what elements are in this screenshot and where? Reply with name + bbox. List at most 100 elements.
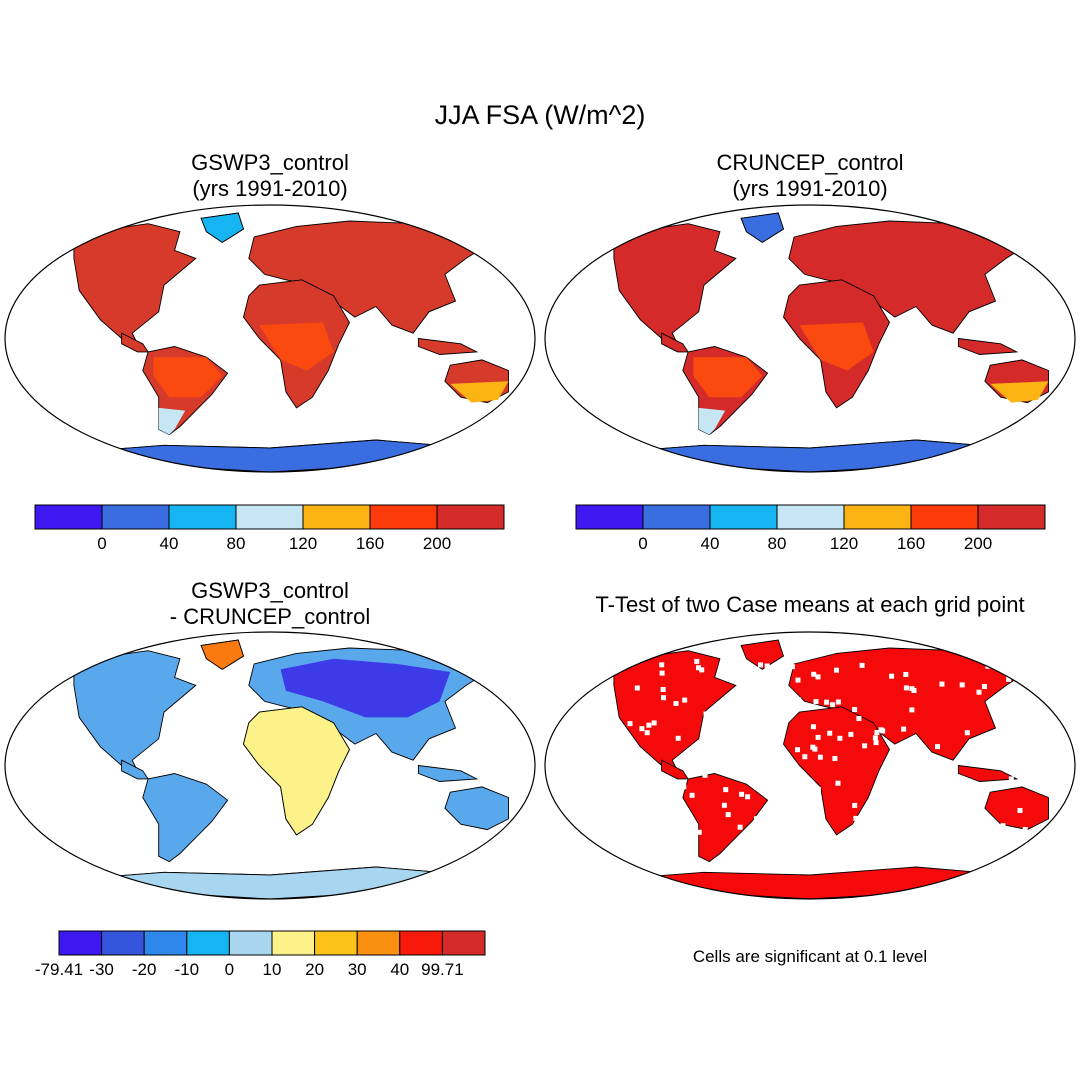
colorbar-swatch xyxy=(235,504,304,530)
region-greenland xyxy=(200,639,245,670)
nonsignificant-cell xyxy=(853,815,859,821)
nonsignificant-cell xyxy=(852,707,858,713)
landmass-indonesia xyxy=(417,337,479,355)
nonsignificant-cell xyxy=(827,730,833,736)
nonsignificant-cell xyxy=(824,699,830,705)
nonsignificant-cell xyxy=(646,722,652,728)
nonsignificant-cell xyxy=(815,734,821,740)
nonsignificant-cell xyxy=(736,699,742,705)
colorbar-swatch xyxy=(399,930,443,956)
colorbar-tick-label: 0 xyxy=(638,534,648,553)
nonsignificant-cell xyxy=(855,830,861,836)
nonsignificant-cell xyxy=(628,790,634,795)
landmass-north-america xyxy=(73,650,197,772)
landmass-indonesia xyxy=(957,337,1019,355)
nonsignificant-cell xyxy=(764,663,770,669)
colorbar-tick-label: 160 xyxy=(896,534,926,553)
nonsignificant-cell xyxy=(739,791,745,797)
landmass-central-america xyxy=(121,332,149,353)
nonsignificant-cell xyxy=(911,688,917,693)
nonsignificant-cell xyxy=(1003,757,1009,763)
colorbar-absolute-left xyxy=(34,504,505,530)
landmass-indonesia xyxy=(417,764,479,782)
colorbar-tick-label: 200 xyxy=(963,534,993,553)
colorbar-swatch xyxy=(977,504,1046,530)
nonsignificant-cell xyxy=(958,817,964,823)
panel-title-line1: T-Test of two Case means at each grid po… xyxy=(595,592,1025,617)
colorbar-swatch xyxy=(34,504,103,530)
nonsignificant-cell xyxy=(874,730,880,735)
nonsignificant-cell xyxy=(1000,730,1006,736)
nonsignificant-cell xyxy=(1014,766,1020,772)
nonsignificant-cell xyxy=(662,830,668,836)
nonsignificant-cell xyxy=(770,698,776,704)
nonsignificant-cell xyxy=(862,743,868,749)
nonsignificant-cell xyxy=(675,735,681,741)
nonsignificant-cell xyxy=(760,686,766,692)
map-panel-bottom-left xyxy=(4,631,536,900)
nonsignificant-cell xyxy=(637,762,642,768)
nonsignificant-cell xyxy=(810,744,816,750)
landmass-north-america xyxy=(613,223,737,345)
nonsignificant-cell xyxy=(682,697,688,703)
nonsignificant-cell xyxy=(699,667,705,673)
significance-note: Cells are significant at 0.1 level xyxy=(692,947,928,966)
nonsignificant-cell xyxy=(818,826,824,832)
nonsignificant-cell xyxy=(789,664,795,670)
landmass-indonesia xyxy=(957,764,1019,782)
landmass-africa xyxy=(783,706,891,836)
landmass-australia xyxy=(984,786,1049,831)
panel-title-gswp3: GSWP3_control (yrs 1991-2010) xyxy=(70,150,470,202)
nonsignificant-cell xyxy=(738,721,744,727)
nonsignificant-cell xyxy=(811,671,817,677)
nonsignificant-cell xyxy=(627,721,633,727)
landmass-central-america xyxy=(661,332,689,353)
colorbar-tick-label: 40 xyxy=(390,960,410,979)
region-tropics-af xyxy=(259,322,334,371)
nonsignificant-cell xyxy=(810,724,816,730)
nonsignificant-cell xyxy=(1017,808,1023,813)
nonsignificant-cell xyxy=(810,804,816,810)
nonsignificant-cell xyxy=(689,792,695,798)
colorbar-swatch xyxy=(709,504,778,530)
nonsignificant-cell xyxy=(976,689,982,695)
nonsignificant-cell xyxy=(659,662,665,668)
nonsignificant-cell xyxy=(639,726,645,732)
nonsignificant-cell xyxy=(834,667,839,673)
nonsignificant-cell xyxy=(767,820,773,826)
colorbar-tick-label: 120 xyxy=(288,534,318,553)
nonsignificant-cell xyxy=(761,720,767,726)
nonsignificant-cell xyxy=(905,745,911,751)
nonsignificant-cell xyxy=(650,787,656,793)
nonsignificant-cell xyxy=(741,719,747,725)
nonsignificant-cell xyxy=(998,784,1004,789)
panel-title-line2: - CRUNCEP_control xyxy=(169,604,371,629)
nonsignificant-cell xyxy=(796,697,802,703)
colorbar-swatch xyxy=(271,930,316,956)
map-boundary xyxy=(544,204,1076,473)
map-boundary xyxy=(4,204,536,473)
nonsignificant-cell xyxy=(909,707,915,713)
colorbar-swatch xyxy=(168,504,237,530)
nonsignificant-cell xyxy=(903,672,909,677)
nonsignificant-cell xyxy=(904,809,910,815)
nonsignificant-cell xyxy=(1006,676,1012,682)
nonsignificant-cell xyxy=(935,744,940,750)
landmass-north-america xyxy=(613,650,737,772)
colorbar-tick-label: 80 xyxy=(226,534,246,553)
nonsignificant-cell xyxy=(913,771,919,776)
nonsignificant-cell xyxy=(802,754,808,760)
region-aus-south xyxy=(450,381,509,403)
region-south-tip xyxy=(158,407,186,435)
colorbar-swatch xyxy=(143,930,188,956)
nonsignificant-cell xyxy=(988,826,994,832)
panel-title-cruncep: CRUNCEP_control (yrs 1991-2010) xyxy=(610,150,1010,202)
region-tropics-sa xyxy=(153,357,223,398)
nonsignificant-cell xyxy=(696,829,702,835)
nonsignificant-cell xyxy=(835,699,841,705)
colorbar-swatch xyxy=(101,504,170,530)
panel-title-ttest: T-Test of two Case means at each grid po… xyxy=(540,592,1080,618)
nonsignificant-cell xyxy=(903,685,909,691)
landmass-south-america xyxy=(142,773,229,863)
colorbar-tick-label: -10 xyxy=(174,960,200,979)
